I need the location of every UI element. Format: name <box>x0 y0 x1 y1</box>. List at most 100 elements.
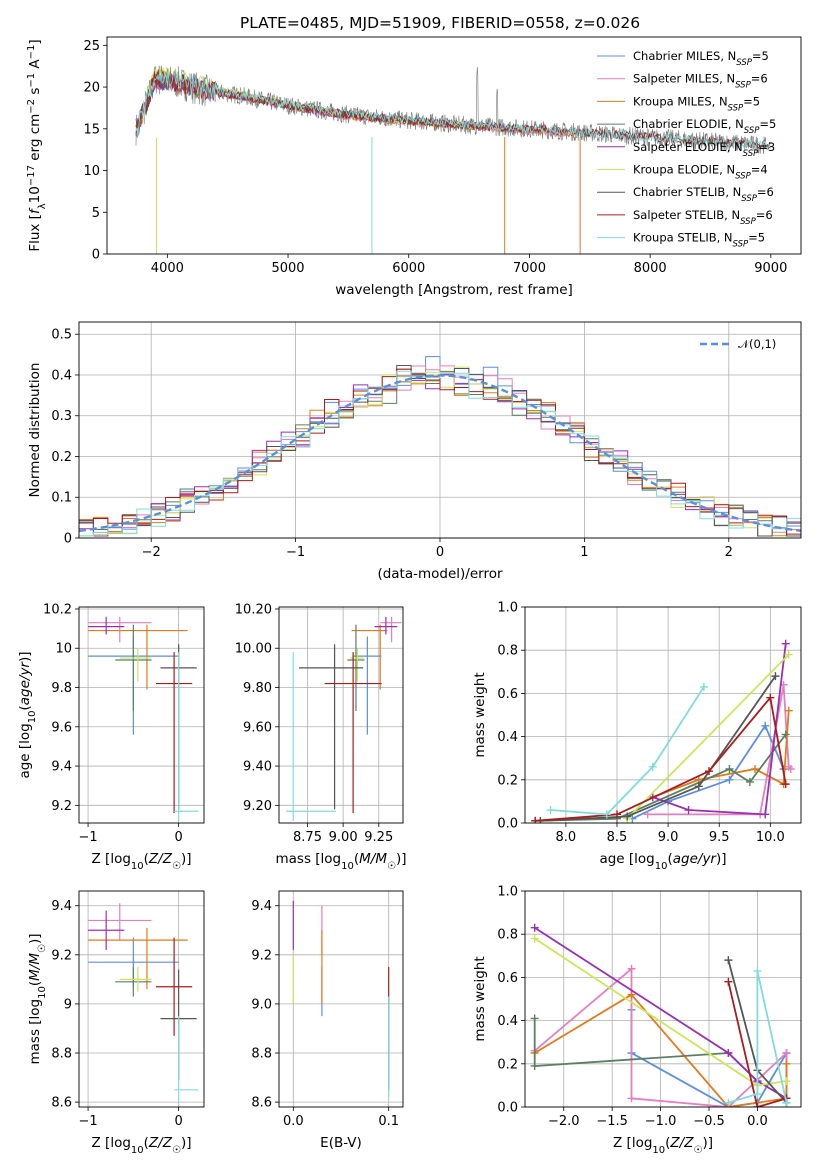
errorbar-kroupa-elodie <box>119 648 152 682</box>
legend-name: Salpeter STELIB, N <box>633 208 740 222</box>
axes-mass_vs_ebv: 0.0 0.1 8.6 8.8 9.0 9.2 9.4 E(B-V) <box>251 890 404 1151</box>
errorbar-points <box>292 900 390 1098</box>
label-part: 10 <box>131 1145 144 1156</box>
legend-entry: Kroupa MILES, NSSP=5 <box>633 94 760 113</box>
plots-layer: 4000 5000 6000 7000 8000 90000510152025wavele… <box>17 36 802 1156</box>
errorbar-points <box>286 616 402 822</box>
tick-label-y: 0.2 <box>51 450 72 465</box>
label-part: age/yr <box>673 851 718 867</box>
tick-label-y: 0.0 <box>497 1101 518 1116</box>
tick-label-x: 8.0 <box>556 830 577 845</box>
tick-label-y: 0.4 <box>51 368 72 383</box>
tick-label-x: 4000 <box>151 261 184 276</box>
errorbar-salpeter-miles <box>380 616 402 643</box>
errorbar-chabrier-stelib <box>298 644 364 810</box>
label-part: )] <box>702 1135 713 1151</box>
plot-area-weight_vs_age <box>525 607 801 823</box>
label-part: ( <box>17 705 33 710</box>
weight-marker <box>724 1098 733 1107</box>
tick-label-x: 8000 <box>634 261 667 276</box>
plot-area-age_vs_z <box>79 607 204 823</box>
x-axis-label: Z [log10(Z/Z☉)] <box>92 851 192 872</box>
tick-label-x: 2 <box>725 545 733 560</box>
weight-marker <box>694 782 703 791</box>
legend-count: =5 <box>759 117 776 131</box>
weight-marker <box>684 806 693 815</box>
weight-marker <box>724 956 733 965</box>
weight-marker <box>725 775 734 784</box>
spectrum-lines <box>135 65 771 254</box>
axes-weight_vs_age: 8.0 8.5 9.0 9.5 10.0 0.0 0.2 0.4 0.6 0.8 1.0 age [l… <box>472 601 802 872</box>
legend-entry: Chabrier MILES, NSSP=5 <box>633 49 769 68</box>
legend-count: =6 <box>756 208 773 222</box>
weight-series-chabrier-elodie <box>531 730 790 823</box>
weight-marker <box>781 639 790 648</box>
legend-name: Salpeter MILES, N <box>633 72 735 86</box>
legend-count: =6 <box>757 185 774 199</box>
errorbar-kroupa-miles <box>88 624 188 690</box>
weight-marker <box>530 1014 539 1023</box>
plot-area-weight_vs_z <box>525 891 801 1107</box>
label-part: )] <box>181 851 192 867</box>
model-line-salpeter-stelib <box>135 69 771 150</box>
normal-curve-line <box>79 374 801 533</box>
tick-label-y: 5 <box>92 206 100 221</box>
label-part: 10 <box>341 861 354 872</box>
tick-label-y: 0.3 <box>51 409 72 424</box>
weight-marker <box>602 810 611 819</box>
weight-line <box>534 926 787 1100</box>
tick-label-y: 10.00 <box>235 642 272 657</box>
tick-label-y: 0.6 <box>497 687 518 702</box>
tick-label-y: 8.6 <box>251 1096 272 1111</box>
weight-marker <box>753 966 762 975</box>
errorbar-salpeter-stelib <box>155 937 193 1036</box>
tick-label-x: −0.5 <box>693 1114 725 1129</box>
tick-label-y: 0.4 <box>497 730 518 745</box>
frame-mass_vs_ebv <box>278 890 404 1108</box>
axes-residuals: −2 −1 0 1 2 0 0.1 0.2 0.3 0.4 0.5 (data-model)/erro… <box>27 321 802 582</box>
tick-label-x: −2.0 <box>548 1114 580 1129</box>
y-axis-label: mass [log10(M/M☉)] <box>27 933 48 1064</box>
label-part: ☉ <box>387 861 396 872</box>
tick-label-y: 9.80 <box>243 681 272 696</box>
weight-marker <box>699 682 708 691</box>
tick-label-x: 0 <box>174 830 182 845</box>
tick-label-y: 9.2 <box>51 948 72 963</box>
errorbar-kroupa-miles <box>351 624 388 690</box>
legend-entry: Salpeter ELODIE, NSSP=3 <box>633 140 775 159</box>
weight-marker <box>724 977 733 986</box>
label-part: 10 <box>27 711 38 724</box>
x-axis-label: E(B-V) <box>320 1135 362 1151</box>
weight-marker <box>753 1090 762 1099</box>
weight-marker <box>745 777 754 786</box>
weight-marker <box>784 650 793 659</box>
label-part: Z/Z <box>669 1135 694 1151</box>
weight-marker <box>530 923 539 932</box>
legend-subscript: SSP <box>743 149 759 159</box>
tick-label-y: 9.2 <box>251 948 272 963</box>
weight-marker <box>781 780 790 789</box>
weight-marker <box>782 1049 791 1057</box>
label-part: Z/Z <box>148 851 173 867</box>
tick-label-x: −1.0 <box>645 1114 677 1129</box>
tick-label-y: 0.4 <box>497 1014 518 1029</box>
tick-label-y: 15 <box>83 122 100 137</box>
legend-entry: Chabrier STELIB, NSSP=6 <box>633 185 774 204</box>
label-part: )] <box>716 851 727 867</box>
tick-label-y: 9.0 <box>251 997 272 1012</box>
legend-name: Kroupa MILES, N <box>633 94 728 108</box>
label-part: Z [log <box>92 851 131 867</box>
weight-marker <box>771 672 780 681</box>
legend-subscript: SSP <box>744 126 760 136</box>
plot-area-age_vs_mass <box>279 607 403 823</box>
tick-label-y: 10.20 <box>235 602 272 617</box>
tick-label-y: 0.2 <box>497 773 518 788</box>
label-part: M/M <box>27 953 43 981</box>
legend-count: =5 <box>748 231 765 245</box>
tick-label-x: 7000 <box>513 261 546 276</box>
tick-label-y: 8.6 <box>51 1096 72 1111</box>
weight-marker <box>751 765 759 773</box>
weight-marker <box>725 765 734 773</box>
label-part: ( <box>667 851 672 867</box>
weight-series-kroupa-stelib <box>724 966 791 1107</box>
